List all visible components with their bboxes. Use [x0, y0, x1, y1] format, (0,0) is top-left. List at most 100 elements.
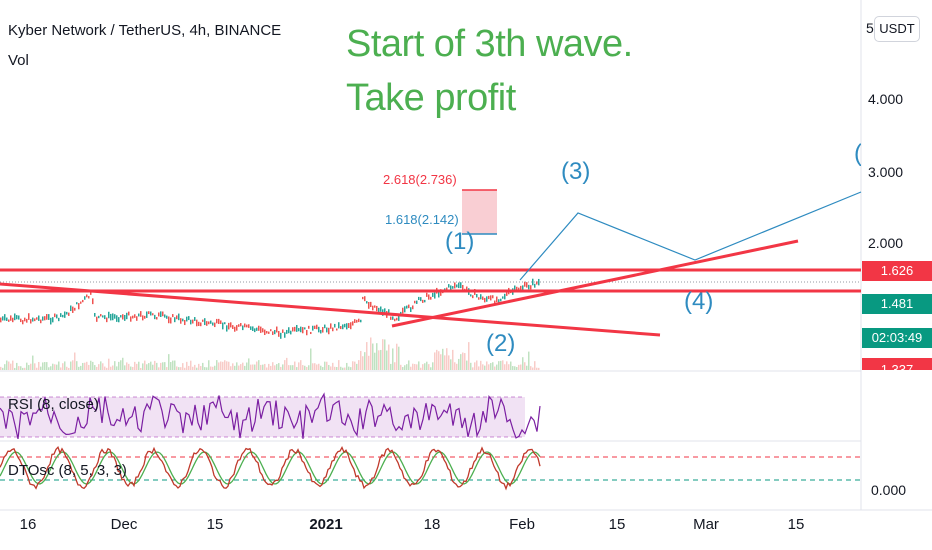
price-candle: [58, 317, 60, 322]
price-candle: [366, 301, 368, 304]
price-candle: [150, 311, 152, 316]
volume-bar: [14, 367, 16, 370]
price-candle: [314, 325, 316, 329]
volume-bar: [476, 360, 478, 370]
price-candle: [384, 308, 386, 315]
volume-bar: [516, 367, 518, 370]
price-candle: [152, 313, 154, 316]
volume-bar: [116, 366, 118, 370]
time-tick-dec: Dec: [110, 516, 138, 533]
price-candle: [136, 316, 138, 321]
price-candle: [524, 281, 526, 287]
volume-bar: [400, 364, 402, 370]
volume-bar: [204, 367, 206, 370]
volume-bar: [450, 359, 452, 370]
price-candle: [264, 329, 266, 336]
volume-bar: [510, 361, 512, 370]
price-candle: [180, 318, 182, 324]
price-candle: [526, 282, 528, 288]
volume-bar: [138, 361, 140, 370]
volume-bar: [44, 362, 46, 370]
volume-bar: [418, 361, 420, 370]
wave-label-4: (4): [684, 288, 714, 315]
volume-bar: [292, 365, 294, 370]
price-candle: [174, 317, 176, 323]
volume-bar: [326, 361, 328, 370]
price-candle: [2, 316, 4, 321]
volume-bar: [314, 363, 316, 370]
volume-bar: [174, 360, 176, 370]
price-candle: [24, 317, 26, 322]
price-candle: [528, 284, 530, 290]
price-candle: [364, 296, 366, 302]
price-candle: [20, 318, 22, 323]
price-candle: [110, 313, 112, 321]
time-tick-15-dec: 15: [206, 516, 224, 533]
volume-bar: [206, 367, 208, 370]
volume-bar: [308, 365, 310, 370]
price-candle: [514, 285, 516, 290]
price-candle: [94, 312, 96, 317]
volume-bar: [432, 362, 434, 370]
rsi-label: RSI (8, close): [8, 396, 99, 413]
price-candle: [306, 329, 308, 336]
volume-bar: [284, 360, 286, 370]
price-candle: [376, 305, 378, 312]
price-candle: [32, 317, 34, 322]
volume-bar: [2, 367, 4, 370]
volume-bar: [392, 348, 394, 370]
volume-bar: [494, 366, 496, 370]
volume-bar: [94, 365, 96, 370]
price-candle: [246, 324, 248, 328]
price-candle: [420, 297, 422, 302]
price-candle: [240, 323, 242, 327]
price-candle: [122, 314, 124, 320]
volume-bar: [508, 364, 510, 370]
volume-bar: [90, 360, 92, 370]
volume-bar: [440, 354, 442, 370]
price-candle: [308, 325, 310, 329]
unit-button[interactable]: USDT: [874, 16, 920, 42]
volume-bar: [324, 361, 326, 370]
volume-bar: [0, 366, 2, 370]
volume-bar: [446, 348, 448, 370]
price-candle: [414, 300, 416, 304]
volume-bar: [472, 367, 474, 370]
volume-bar: [100, 361, 102, 370]
price-candle: [312, 325, 314, 331]
volume-bar: [200, 366, 202, 370]
volume-bar: [4, 364, 6, 370]
price-candle: [412, 305, 414, 310]
price-candle: [212, 322, 214, 326]
volume-bar: [530, 366, 532, 370]
volume-bar: [466, 360, 468, 370]
volume-bar: [126, 362, 128, 370]
price-candle: [22, 320, 24, 325]
price-candle: [478, 297, 480, 300]
price-candle: [144, 315, 146, 319]
volume-bar: [396, 343, 398, 370]
price-candle: [270, 329, 272, 332]
price-candle: [250, 326, 252, 330]
volume-bar: [164, 362, 166, 370]
volume-bar: [156, 362, 158, 370]
price-candle: [482, 296, 484, 300]
volume-bar: [220, 361, 222, 370]
volume-bar: [42, 362, 44, 370]
volume-bar: [408, 360, 410, 370]
volume-bar: [310, 348, 312, 370]
price-candle: [56, 314, 58, 319]
volume-bar: [76, 361, 78, 370]
price-candle: [236, 325, 238, 331]
volume-bar: [404, 365, 406, 370]
price-candle: [328, 327, 330, 335]
price-candle: [156, 316, 158, 320]
price-candle: [418, 296, 420, 301]
volume-bar: [434, 352, 436, 370]
volume-bar: [236, 362, 238, 370]
volume-bar: [368, 355, 370, 370]
price-candle: [426, 292, 428, 297]
price-candle: [248, 324, 250, 328]
volume-bar: [390, 363, 392, 370]
